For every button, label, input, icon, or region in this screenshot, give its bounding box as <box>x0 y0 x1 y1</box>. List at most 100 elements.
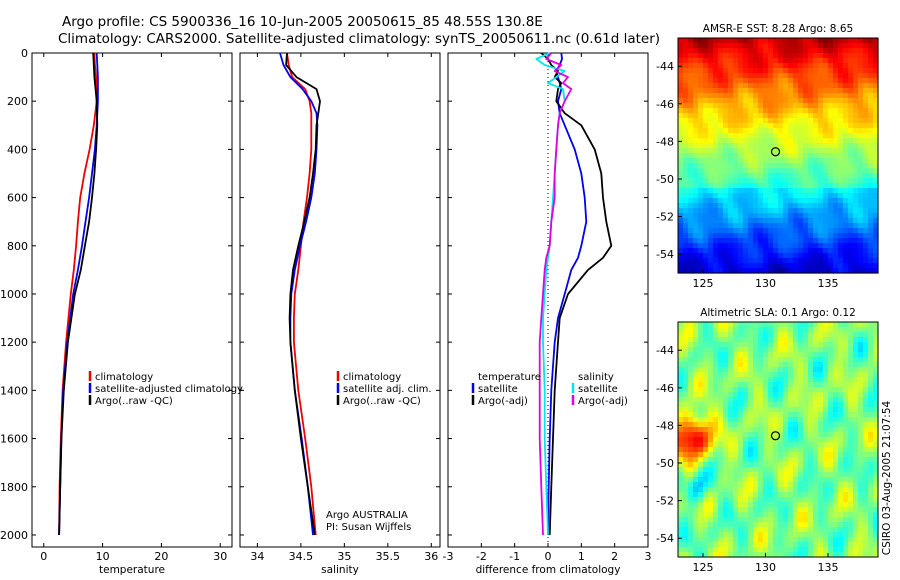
sst-map-cell <box>828 198 834 204</box>
sla-map-cell <box>733 512 739 518</box>
sla-map-cell <box>743 377 749 383</box>
sla-map-cell <box>823 497 829 503</box>
sla-map-cell <box>828 467 834 473</box>
sst-map-cell <box>748 178 754 184</box>
sst-map-cell <box>683 48 689 54</box>
sla-map-cell <box>838 477 844 483</box>
sst-map-cell <box>828 183 834 189</box>
sst-map-cell <box>733 153 739 159</box>
sla-map-cell <box>783 437 789 443</box>
sst-map-cell <box>678 218 684 224</box>
sst-map-ytick-label: -54 <box>656 248 674 261</box>
sst-map-cell <box>868 263 874 269</box>
sst-map-cell <box>713 93 719 99</box>
sst-map-cell <box>838 183 844 189</box>
sst-map-cell <box>808 63 814 69</box>
sst-map-cell <box>823 263 829 269</box>
sst-map-cell <box>833 118 839 124</box>
sla-map-cell <box>798 382 804 388</box>
sst-map-cell <box>793 168 799 174</box>
sst-map-cell <box>828 233 834 239</box>
sst-map-cell <box>803 83 809 89</box>
sla-map-cell <box>803 452 809 458</box>
sla-map-cell <box>868 442 874 448</box>
sst-map-cell <box>793 128 799 134</box>
sst-map-cell <box>733 238 739 244</box>
sla-map-cell <box>743 487 749 493</box>
sla-map-cell <box>738 397 744 403</box>
sla-map-cell <box>788 402 794 408</box>
sst-map-cell <box>803 138 809 144</box>
sst-map-cell <box>838 103 844 109</box>
sst-map-cell <box>753 248 759 254</box>
sla-map-cell <box>733 457 739 463</box>
sla-map-cell <box>768 392 774 398</box>
sla-map-cell <box>868 352 874 358</box>
sla-map-cell <box>698 512 704 518</box>
sla-map-cell <box>798 357 804 363</box>
sla-map-cell <box>693 542 699 548</box>
sst-map-cell <box>803 88 809 94</box>
sla-map-cell <box>703 492 709 498</box>
sst-map-cell <box>813 148 819 154</box>
sst-map-cell <box>723 38 729 44</box>
sst-map-cell <box>838 213 844 219</box>
sst-map-cell <box>688 163 694 169</box>
sla-map-cell <box>788 477 794 483</box>
sst-map-cell <box>848 258 854 264</box>
sst-map-cell <box>813 73 819 79</box>
sst-map-cell <box>703 258 709 264</box>
sst-map-cell <box>713 113 719 119</box>
sla-map-cell <box>783 512 789 518</box>
sla-map-cell <box>863 512 869 518</box>
sla-map-cell <box>808 407 814 413</box>
sla-map-cell <box>868 322 874 328</box>
sst-map-cell <box>723 218 729 224</box>
sst-map-cell <box>853 168 859 174</box>
sla-map-cell <box>698 502 704 508</box>
difference-xtick-label: 1 <box>578 550 585 563</box>
sst-map-cell <box>743 153 749 159</box>
sst-map-cell <box>793 98 799 104</box>
sst-map-cell <box>713 68 719 74</box>
sst-map-cell <box>708 228 714 234</box>
sst-map-cell <box>793 243 799 249</box>
sst-map-cell <box>733 263 739 269</box>
sla-map-cell <box>738 522 744 528</box>
sla-map-cell <box>798 427 804 433</box>
sst-map-cell <box>758 53 764 59</box>
sla-map-cell <box>793 537 799 543</box>
sla-map-cell <box>848 532 854 538</box>
sla-map-cell <box>843 397 849 403</box>
sla-map-cell <box>868 437 874 443</box>
sst-map-cell <box>838 98 844 104</box>
sst-map-cell <box>753 93 759 99</box>
sst-map-cell <box>768 43 774 49</box>
sla-map-cell <box>763 497 769 503</box>
sla-map-cell <box>698 407 704 413</box>
sla-map-cell <box>793 442 799 448</box>
sla-map-cell <box>798 542 804 548</box>
sst-map-cell <box>808 253 814 259</box>
sst-map-cell <box>773 73 779 79</box>
sla-map-cell <box>713 522 719 528</box>
sla-map-cell <box>718 412 724 418</box>
sst-map-cell <box>788 163 794 169</box>
sst-map-cell <box>713 173 719 179</box>
sst-map-cell <box>713 218 719 224</box>
sla-map-cell <box>853 442 859 448</box>
sla-map-cell <box>683 502 689 508</box>
sst-map-cell <box>693 93 699 99</box>
sst-map-cell <box>693 213 699 219</box>
sst-map-cell <box>803 203 809 209</box>
sst-map-cell <box>783 203 789 209</box>
sst-map-cell <box>788 263 794 269</box>
sla-map-cell <box>818 387 824 393</box>
sla-map-cell <box>728 522 734 528</box>
sst-map-cell <box>688 193 694 199</box>
sst-map-cell <box>693 58 699 64</box>
sst-map-cell <box>708 103 714 109</box>
sst-map-cell <box>743 183 749 189</box>
sst-map-cell <box>868 38 874 44</box>
sla-map-cell <box>818 532 824 538</box>
